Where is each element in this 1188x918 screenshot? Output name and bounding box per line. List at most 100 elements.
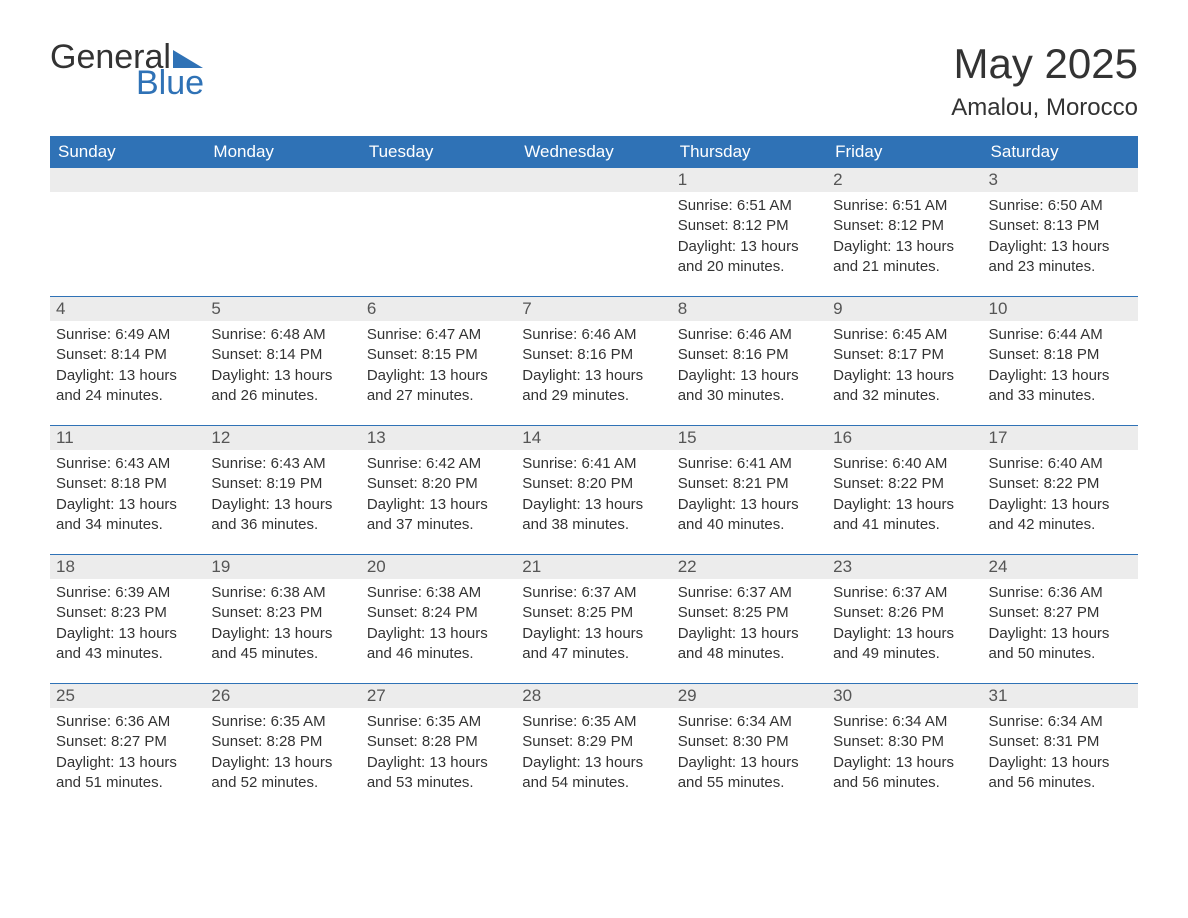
- day-details: Sunrise: 6:43 AMSunset: 8:19 PMDaylight:…: [205, 450, 360, 535]
- day-number: 31: [983, 684, 1138, 708]
- day-details: Sunrise: 6:35 AMSunset: 8:29 PMDaylight:…: [516, 708, 671, 793]
- weekday-header-row: SundayMondayTuesdayWednesdayThursdayFrid…: [50, 136, 1138, 168]
- daylight-line: Daylight: 13 hours and 23 minutes.: [989, 237, 1132, 278]
- weekday-friday: Friday: [827, 136, 982, 168]
- day-cell: 26Sunrise: 6:35 AMSunset: 8:28 PMDayligh…: [205, 684, 360, 812]
- day-cell: 5Sunrise: 6:48 AMSunset: 8:14 PMDaylight…: [205, 297, 360, 425]
- daylight-line: Daylight: 13 hours and 51 minutes.: [56, 753, 199, 794]
- sunrise-line: Sunrise: 6:46 AM: [522, 325, 665, 345]
- sunset-line: Sunset: 8:22 PM: [989, 474, 1132, 494]
- day-number: [361, 168, 516, 192]
- daylight-line: Daylight: 13 hours and 32 minutes.: [833, 366, 976, 407]
- day-number: 4: [50, 297, 205, 321]
- daylight-line: Daylight: 13 hours and 20 minutes.: [678, 237, 821, 278]
- sunrise-line: Sunrise: 6:48 AM: [211, 325, 354, 345]
- sunrise-line: Sunrise: 6:36 AM: [56, 712, 199, 732]
- sunrise-line: Sunrise: 6:37 AM: [678, 583, 821, 603]
- day-number: 25: [50, 684, 205, 708]
- daylight-line: Daylight: 13 hours and 53 minutes.: [367, 753, 510, 794]
- daylight-line: Daylight: 13 hours and 56 minutes.: [833, 753, 976, 794]
- sunrise-line: Sunrise: 6:35 AM: [211, 712, 354, 732]
- day-details: Sunrise: 6:45 AMSunset: 8:17 PMDaylight:…: [827, 321, 982, 406]
- day-number: 9: [827, 297, 982, 321]
- day-number: 10: [983, 297, 1138, 321]
- daylight-line: Daylight: 13 hours and 27 minutes.: [367, 366, 510, 407]
- sunset-line: Sunset: 8:28 PM: [211, 732, 354, 752]
- week-row: 4Sunrise: 6:49 AMSunset: 8:14 PMDaylight…: [50, 296, 1138, 425]
- sunset-line: Sunset: 8:30 PM: [678, 732, 821, 752]
- day-cell: 23Sunrise: 6:37 AMSunset: 8:26 PMDayligh…: [827, 555, 982, 683]
- sunset-line: Sunset: 8:23 PM: [56, 603, 199, 623]
- day-details: Sunrise: 6:40 AMSunset: 8:22 PMDaylight:…: [827, 450, 982, 535]
- day-details: Sunrise: 6:41 AMSunset: 8:20 PMDaylight:…: [516, 450, 671, 535]
- day-details: Sunrise: 6:34 AMSunset: 8:31 PMDaylight:…: [983, 708, 1138, 793]
- sunset-line: Sunset: 8:13 PM: [989, 216, 1132, 236]
- sunset-line: Sunset: 8:12 PM: [678, 216, 821, 236]
- sunset-line: Sunset: 8:27 PM: [989, 603, 1132, 623]
- day-details: Sunrise: 6:35 AMSunset: 8:28 PMDaylight:…: [205, 708, 360, 793]
- day-details: Sunrise: 6:42 AMSunset: 8:20 PMDaylight:…: [361, 450, 516, 535]
- sunrise-line: Sunrise: 6:43 AM: [211, 454, 354, 474]
- sunrise-line: Sunrise: 6:36 AM: [989, 583, 1132, 603]
- sunset-line: Sunset: 8:14 PM: [211, 345, 354, 365]
- day-number: 6: [361, 297, 516, 321]
- day-details: Sunrise: 6:34 AMSunset: 8:30 PMDaylight:…: [827, 708, 982, 793]
- month-title: May 2025: [951, 40, 1138, 88]
- day-number: [50, 168, 205, 192]
- daylight-line: Daylight: 13 hours and 40 minutes.: [678, 495, 821, 536]
- day-cell: 31Sunrise: 6:34 AMSunset: 8:31 PMDayligh…: [983, 684, 1138, 812]
- sunrise-line: Sunrise: 6:38 AM: [367, 583, 510, 603]
- sunrise-line: Sunrise: 6:39 AM: [56, 583, 199, 603]
- daylight-line: Daylight: 13 hours and 41 minutes.: [833, 495, 976, 536]
- sunrise-line: Sunrise: 6:46 AM: [678, 325, 821, 345]
- sunrise-line: Sunrise: 6:37 AM: [522, 583, 665, 603]
- daylight-line: Daylight: 13 hours and 29 minutes.: [522, 366, 665, 407]
- sunset-line: Sunset: 8:15 PM: [367, 345, 510, 365]
- day-cell: 19Sunrise: 6:38 AMSunset: 8:23 PMDayligh…: [205, 555, 360, 683]
- sunset-line: Sunset: 8:19 PM: [211, 474, 354, 494]
- day-details: Sunrise: 6:38 AMSunset: 8:23 PMDaylight:…: [205, 579, 360, 664]
- day-details: Sunrise: 6:51 AMSunset: 8:12 PMDaylight:…: [827, 192, 982, 277]
- day-cell-empty: [361, 168, 516, 296]
- day-cell: 24Sunrise: 6:36 AMSunset: 8:27 PMDayligh…: [983, 555, 1138, 683]
- day-cell: 3Sunrise: 6:50 AMSunset: 8:13 PMDaylight…: [983, 168, 1138, 296]
- day-cell: 1Sunrise: 6:51 AMSunset: 8:12 PMDaylight…: [672, 168, 827, 296]
- day-cell: 14Sunrise: 6:41 AMSunset: 8:20 PMDayligh…: [516, 426, 671, 554]
- logo: General Blue: [50, 40, 204, 100]
- weekday-wednesday: Wednesday: [516, 136, 671, 168]
- sunrise-line: Sunrise: 6:41 AM: [678, 454, 821, 474]
- day-number: 19: [205, 555, 360, 579]
- daylight-line: Daylight: 13 hours and 45 minutes.: [211, 624, 354, 665]
- day-details: Sunrise: 6:37 AMSunset: 8:25 PMDaylight:…: [516, 579, 671, 664]
- sunset-line: Sunset: 8:25 PM: [678, 603, 821, 623]
- daylight-line: Daylight: 13 hours and 37 minutes.: [367, 495, 510, 536]
- day-details: Sunrise: 6:43 AMSunset: 8:18 PMDaylight:…: [50, 450, 205, 535]
- day-cell: 15 Sunrise: 6:41 AMSunset: 8:21 PMDayligh…: [672, 426, 827, 554]
- day-details: Sunrise: 6:35 AMSunset: 8:28 PMDaylight:…: [361, 708, 516, 793]
- sunrise-line: Sunrise: 6:47 AM: [367, 325, 510, 345]
- day-number: 15: [672, 426, 827, 450]
- day-number: 1: [672, 168, 827, 192]
- sunset-line: Sunset: 8:18 PM: [989, 345, 1132, 365]
- daylight-line: Daylight: 13 hours and 55 minutes.: [678, 753, 821, 794]
- sunrise-line: Sunrise: 6:34 AM: [833, 712, 976, 732]
- daylight-line: Daylight: 13 hours and 24 minutes.: [56, 366, 199, 407]
- day-cell: 4Sunrise: 6:49 AMSunset: 8:14 PMDaylight…: [50, 297, 205, 425]
- sunset-line: Sunset: 8:21 PM: [678, 474, 821, 494]
- day-cell: 27Sunrise: 6:35 AMSunset: 8:28 PMDayligh…: [361, 684, 516, 812]
- sunset-line: Sunset: 8:17 PM: [833, 345, 976, 365]
- location: Amalou, Morocco: [951, 94, 1138, 122]
- daylight-line: Daylight: 13 hours and 50 minutes.: [989, 624, 1132, 665]
- sunrise-line: Sunrise: 6:34 AM: [678, 712, 821, 732]
- daylight-line: Daylight: 13 hours and 34 minutes.: [56, 495, 199, 536]
- day-number: 2: [827, 168, 982, 192]
- day-cell: 8Sunrise: 6:46 AMSunset: 8:16 PMDaylight…: [672, 297, 827, 425]
- calendar: SundayMondayTuesdayWednesdayThursdayFrid…: [50, 136, 1138, 812]
- day-number: 14: [516, 426, 671, 450]
- day-cell: 9Sunrise: 6:45 AMSunset: 8:17 PMDaylight…: [827, 297, 982, 425]
- daylight-line: Daylight: 13 hours and 36 minutes.: [211, 495, 354, 536]
- sunrise-line: Sunrise: 6:40 AM: [989, 454, 1132, 474]
- logo-text-blue: Blue: [136, 66, 204, 100]
- day-number: 22: [672, 555, 827, 579]
- week-row: 11Sunrise: 6:43 AMSunset: 8:18 PMDayligh…: [50, 425, 1138, 554]
